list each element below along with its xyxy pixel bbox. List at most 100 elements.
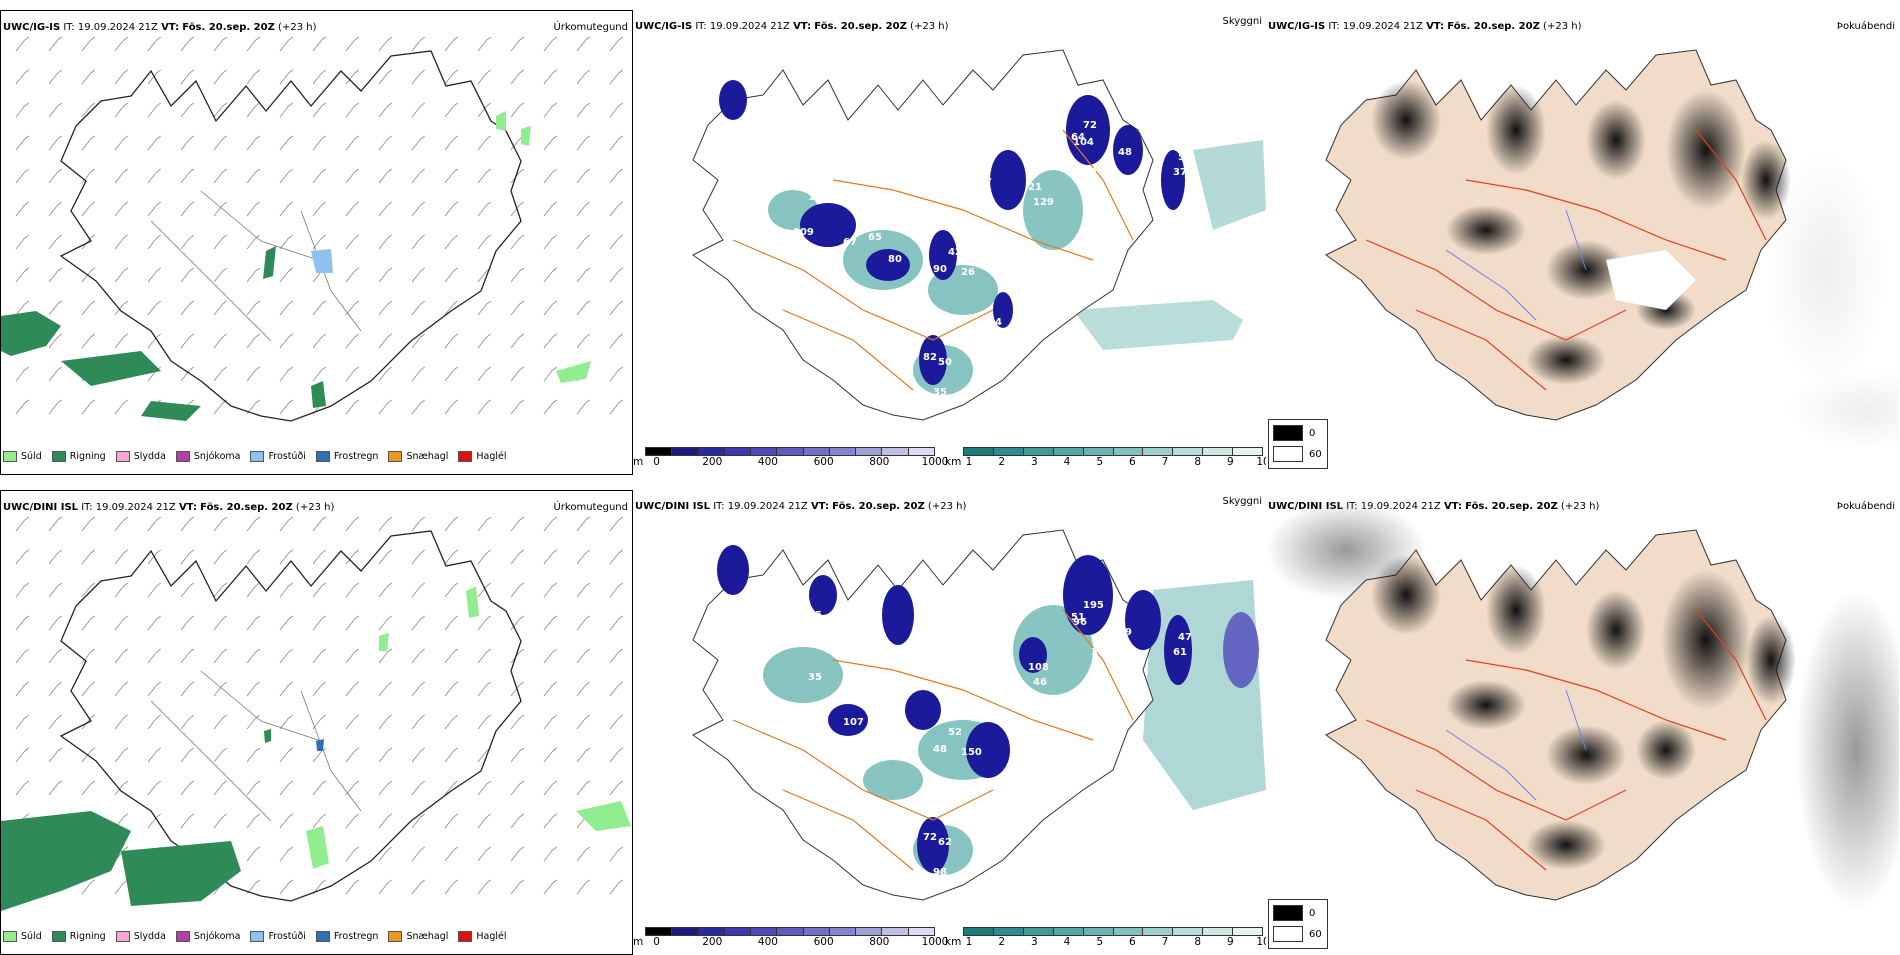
param-name: Þokuábendi bbox=[1836, 501, 1895, 512]
precip-legend-item: Frostregn bbox=[315, 930, 378, 942]
wind-barb bbox=[246, 300, 260, 316]
wind-barb bbox=[345, 846, 359, 862]
wind-barb bbox=[312, 780, 326, 796]
wind-barb bbox=[81, 135, 95, 151]
wind-barb bbox=[444, 582, 458, 598]
wind-barb bbox=[279, 366, 293, 382]
wind-barb bbox=[246, 36, 260, 52]
precip-legend-item: Slydda bbox=[115, 450, 166, 462]
wind-barb bbox=[312, 648, 326, 664]
wind-barb bbox=[312, 201, 326, 217]
wind-barb bbox=[510, 399, 524, 415]
wind-barb bbox=[477, 300, 491, 316]
colorbar-tick: 9 bbox=[1226, 456, 1234, 468]
wind-barb bbox=[444, 747, 458, 763]
wind-barb bbox=[15, 648, 29, 664]
colorbar-tick: 5 bbox=[1096, 936, 1103, 948]
precip-legend-item: Snjókoma bbox=[175, 930, 240, 942]
visibility-bar bbox=[963, 447, 1263, 456]
wind-barb bbox=[180, 36, 194, 52]
cloud-base-label: 150 bbox=[961, 747, 982, 758]
legend-label: Frostúði bbox=[268, 930, 306, 942]
wind-barb bbox=[378, 267, 392, 283]
wind-barb bbox=[15, 201, 29, 217]
colorbar-segment bbox=[1053, 928, 1084, 935]
wind-barb bbox=[576, 234, 590, 250]
wind-barb bbox=[213, 366, 227, 382]
wind-barb bbox=[576, 102, 590, 118]
colorbar-segment bbox=[777, 928, 804, 935]
wind-barb bbox=[477, 516, 491, 532]
legend-label: Snæhagl bbox=[406, 450, 449, 462]
fog-legend-row: 60 bbox=[1273, 446, 1323, 462]
wind-barb bbox=[477, 549, 491, 565]
wind-barb bbox=[378, 168, 392, 184]
colorbar-segment bbox=[1143, 448, 1174, 455]
wind-barb bbox=[48, 234, 62, 250]
wind-barb bbox=[48, 714, 62, 730]
wind-barb bbox=[576, 135, 590, 151]
wind-barb bbox=[81, 333, 95, 349]
wind-barb bbox=[81, 267, 95, 283]
wind-barb bbox=[510, 201, 524, 217]
wind-barb bbox=[15, 135, 29, 151]
wind-barb bbox=[543, 615, 557, 631]
wind-barb bbox=[576, 399, 590, 415]
wind-barb bbox=[411, 69, 425, 85]
legend-swatch bbox=[175, 930, 190, 942]
wind-barb bbox=[246, 549, 260, 565]
legend-swatch bbox=[175, 450, 190, 462]
cloud-base-label: 67 bbox=[843, 237, 857, 248]
colorbar-tick: 200 bbox=[702, 456, 723, 468]
wind-barb bbox=[444, 813, 458, 829]
wind-barb bbox=[543, 201, 557, 217]
wind-barb bbox=[114, 648, 128, 664]
wind-barb bbox=[180, 135, 194, 151]
wind-barb bbox=[279, 582, 293, 598]
wind-barb bbox=[279, 300, 293, 316]
legend-swatch bbox=[458, 450, 473, 462]
wind-barb bbox=[147, 168, 161, 184]
wind-barb bbox=[147, 648, 161, 664]
cloud-base-label: 98 bbox=[933, 867, 947, 878]
cloud-base-label: 130 bbox=[808, 192, 829, 203]
wind-barb bbox=[378, 201, 392, 217]
colorbar-tick: 7 bbox=[1161, 936, 1169, 948]
precip-legend-item: Snæhagl bbox=[388, 930, 448, 942]
panel-title: UWC/DINI ISL IT: 19.09.2024 21Z VT: Fös.… bbox=[635, 501, 967, 512]
wind-barb bbox=[114, 714, 128, 730]
wind-barb bbox=[48, 648, 62, 664]
cloud-base-label: 67 bbox=[978, 177, 992, 188]
wind-barb bbox=[48, 516, 62, 532]
wind-barb bbox=[411, 135, 425, 151]
wind-barb bbox=[312, 135, 326, 151]
wind-barb bbox=[312, 879, 326, 895]
wind-barb bbox=[246, 102, 260, 118]
wind-barb bbox=[378, 135, 392, 151]
colorbar-tick: 1 bbox=[965, 936, 973, 948]
wind-barb bbox=[378, 714, 392, 730]
wind-barb bbox=[213, 516, 227, 532]
wind-barb bbox=[609, 516, 623, 532]
wind-barb bbox=[15, 102, 29, 118]
wind-barb bbox=[213, 69, 227, 85]
wind-barb bbox=[378, 102, 392, 118]
wind-barb bbox=[510, 813, 524, 829]
wind-barb bbox=[576, 582, 590, 598]
wind-barb bbox=[444, 516, 458, 532]
wind-barb bbox=[543, 549, 557, 565]
fog-legend-row: 0 bbox=[1273, 425, 1323, 441]
wind-barb bbox=[312, 333, 326, 349]
wind-barb bbox=[180, 615, 194, 631]
colorbar-tick: 7 bbox=[1161, 456, 1169, 468]
wind-barb bbox=[411, 399, 425, 415]
wind-barb bbox=[609, 879, 623, 895]
wind-barb bbox=[246, 234, 260, 250]
legend-swatch bbox=[250, 930, 265, 942]
legend-swatch bbox=[51, 450, 66, 462]
wind-barb bbox=[279, 399, 293, 415]
wind-barb bbox=[15, 399, 29, 415]
param-name: Skyggni bbox=[1222, 16, 1262, 27]
wind-barb bbox=[15, 747, 29, 763]
wind-barb bbox=[411, 36, 425, 52]
